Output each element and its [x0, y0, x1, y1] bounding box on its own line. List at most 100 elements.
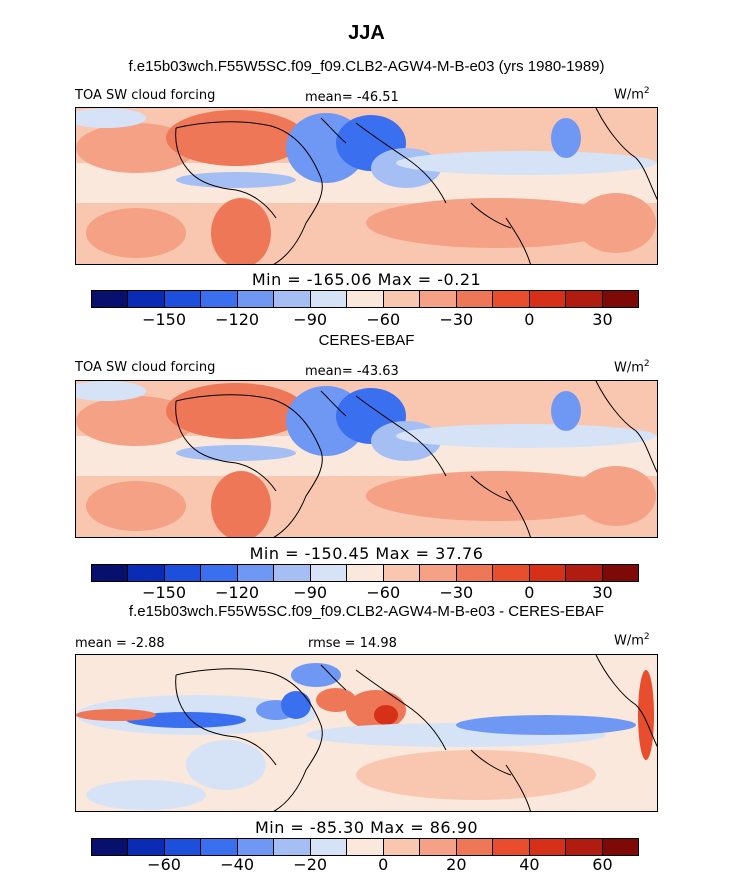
field-contour [76, 108, 146, 128]
coastline [505, 764, 531, 811]
colorbar-segment [456, 291, 494, 307]
colorbar-tick-label: −120 [215, 310, 260, 329]
colorbar-segment [420, 565, 457, 581]
colorbar-tick-label: 0 [524, 583, 535, 602]
coastline [175, 127, 237, 191]
colorbar-segment [383, 291, 421, 307]
field-contour [76, 123, 196, 173]
colorbar-segment [310, 839, 348, 855]
colorbar-segment [92, 291, 129, 307]
colorbar-segment [347, 565, 384, 581]
colorbar-segment [493, 565, 530, 581]
panel3-rmse-label: rmse = 14.98 [308, 636, 397, 651]
field-contour [356, 750, 596, 800]
field-contour [76, 709, 156, 721]
colorbar-segment [347, 291, 384, 307]
field-contour [638, 670, 654, 760]
coastline [320, 664, 347, 691]
colorbar-tick-label: 0 [524, 310, 535, 329]
colorbar-tick-label: 30 [592, 583, 613, 602]
colorbar-segment [128, 565, 165, 581]
field-contour [366, 198, 626, 248]
colorbar-segment [164, 291, 202, 307]
colorbar-tick-label: −60 [366, 583, 401, 602]
colorbar-tick-label: −30 [439, 583, 474, 602]
field-contour [86, 780, 206, 810]
coastline [175, 668, 323, 811]
colorbar-segment [201, 565, 238, 581]
field-contour [374, 705, 398, 725]
field-contour [396, 424, 656, 448]
colorbar-segment [201, 291, 238, 307]
colorbar-segment [602, 565, 639, 581]
colorbar-segment [566, 839, 603, 855]
panel3-units-sup: 2 [643, 632, 650, 642]
colorbar-tick-label: −30 [439, 310, 474, 329]
coastline [235, 736, 277, 766]
field-contour [366, 471, 626, 521]
panel1-colorbar [91, 290, 639, 308]
field-contour [291, 663, 341, 687]
panel3-subtitle: f.e15b03wch.F55W5SC.f09_f09.CLB2-AGW4-M-… [128, 603, 605, 620]
colorbar-segment [493, 291, 530, 307]
colorbar-segment [529, 839, 567, 855]
field-contour [176, 172, 296, 188]
coastline [175, 674, 237, 738]
field-contour [86, 208, 186, 258]
field-contour [576, 466, 656, 526]
panel3-colorbar-ticks: −60 −40 −20 0 20 40 60 [0, 855, 733, 875]
field-contour [86, 481, 186, 531]
panel1-subtitle: f.e15b03wch.F55W5SC.f09_f09.CLB2-AGW4-M-… [128, 58, 605, 75]
colorbar-segment [602, 291, 639, 307]
panel3-units-text: W/m [614, 633, 644, 649]
colorbar-segment [164, 565, 202, 581]
field-contour [396, 151, 656, 175]
field-contour [316, 688, 356, 712]
colorbar-tick-label: −120 [215, 583, 260, 602]
coastline [320, 117, 347, 144]
colorbar-segment [566, 291, 603, 307]
panel2-colorbar [91, 564, 639, 582]
panel1-map-svg [76, 108, 657, 264]
coastline [595, 381, 657, 474]
panel1-colorbar-ticks: −150 −120 −90 −60 −30 0 30 [0, 310, 733, 330]
colorbar-segment [92, 839, 129, 855]
colorbar-segment [310, 565, 348, 581]
colorbar-segment [237, 565, 275, 581]
panel2-mean-label: mean= -43.63 [305, 364, 399, 379]
coastline [470, 202, 512, 229]
colorbar-segment [420, 839, 457, 855]
colorbar-segment [128, 839, 165, 855]
panel2-stats: Min = -150.45 Max = 37.76 [249, 544, 484, 563]
field-contour [166, 383, 306, 439]
field-contour [551, 118, 581, 158]
panel3-colorbar [91, 838, 639, 856]
field-contour [76, 381, 146, 401]
colorbar-tick-label: 0 [378, 855, 389, 874]
colorbar-segment [310, 291, 348, 307]
panel2-subtitle: CERES-EBAF [318, 332, 415, 349]
colorbar-segment [164, 839, 202, 855]
colorbar-segment [274, 291, 311, 307]
panel1-stats: Min = -165.06 Max = -0.21 [251, 270, 482, 289]
panel3-mean-label: mean = -2.88 [75, 636, 165, 651]
panel2-colorbar-ticks: −150 −120 −90 −60 −30 0 30 [0, 583, 733, 603]
coastline [235, 189, 277, 219]
colorbar-segment [274, 839, 311, 855]
coastline [175, 121, 323, 264]
colorbar-tick-label: −150 [142, 310, 187, 329]
coastline [505, 217, 531, 264]
colorbar-tick-label: −90 [293, 310, 328, 329]
field-contour [551, 391, 581, 431]
coastline [175, 394, 323, 537]
panel3-map [75, 654, 658, 812]
colorbar-segment [420, 291, 457, 307]
field-contour [281, 691, 311, 719]
colorbar-segment [274, 565, 311, 581]
colorbar-tick-label: 40 [519, 855, 540, 874]
field-contour [456, 715, 636, 735]
panel2-units-text: W/m [614, 360, 644, 376]
panel1-units: W/m2 [614, 86, 650, 102]
colorbar-segment [347, 839, 384, 855]
colorbar-tick-label: 30 [592, 310, 613, 329]
